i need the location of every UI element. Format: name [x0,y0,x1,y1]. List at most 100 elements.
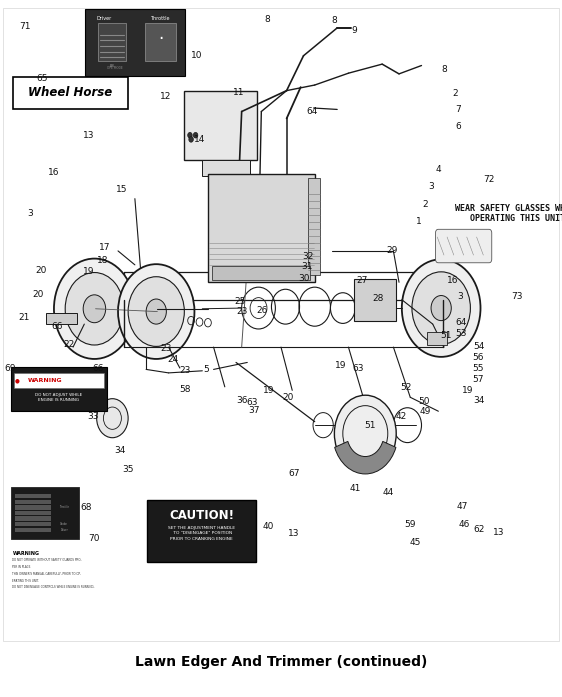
Text: LB: LB [110,63,115,68]
Text: 35: 35 [123,465,134,473]
Text: 64: 64 [306,107,318,116]
Text: 13: 13 [288,530,300,538]
Bar [15,528,51,532]
Text: WARNING: WARNING [28,378,62,383]
Text: 34: 34 [115,446,126,454]
Circle shape [193,132,198,138]
Text: 6: 6 [455,123,461,131]
Circle shape [54,259,135,359]
Circle shape [146,299,166,324]
FancyBboxPatch shape [11,487,79,539]
Text: 42: 42 [396,412,407,420]
Bar [15,505,51,510]
Text: 31: 31 [301,263,312,271]
Text: 55: 55 [472,364,483,372]
FancyBboxPatch shape [147,500,256,562]
Text: 52: 52 [401,383,412,392]
Text: DO NOT OPERATE WITHOUT SAFETY GUARDS PRO-: DO NOT OPERATE WITHOUT SAFETY GUARDS PRO… [12,558,82,562]
Text: Driver: Driver [96,15,112,21]
Text: 2: 2 [452,89,458,98]
Bar [145,23,176,61]
Text: 22: 22 [63,340,74,348]
Text: 4: 4 [436,165,441,174]
Text: 50: 50 [418,397,429,406]
Text: 13: 13 [83,131,94,139]
Text: 19: 19 [83,268,94,276]
Text: 30: 30 [298,275,310,283]
Text: 15: 15 [116,185,127,194]
Text: 69: 69 [4,364,16,372]
Text: 54: 54 [473,342,484,351]
Text: Throttle: Throttle [151,15,170,21]
Text: 3: 3 [457,293,463,301]
Text: 8: 8 [332,16,337,24]
Bar [308,178,320,275]
Text: WEAR SAFETY GLASSES WHEN
   OPERATING THIS UNIT: WEAR SAFETY GLASSES WHEN OPERATING THIS … [455,204,562,223]
Bar [427,332,447,345]
Circle shape [189,137,193,142]
Circle shape [431,296,451,321]
Text: WARNING: WARNING [12,551,39,556]
Text: 53: 53 [455,329,466,337]
Circle shape [118,264,194,359]
Bar [208,174,315,282]
Text: 62: 62 [473,525,484,533]
Text: 3: 3 [429,183,434,191]
Text: 1: 1 [416,217,422,226]
Text: 66: 66 [52,322,63,330]
Bar [354,279,396,321]
Text: 14: 14 [194,135,206,144]
Text: 12: 12 [160,92,171,100]
Text: CAUTION!: CAUTION! [169,509,234,521]
Text: 72: 72 [483,176,495,184]
Text: 19: 19 [263,386,274,395]
Text: 37: 37 [248,406,260,415]
Bar [15,516,51,521]
Bar [212,266,310,280]
Text: 71: 71 [20,22,31,31]
Text: 23: 23 [180,367,191,375]
Circle shape [97,399,128,438]
Text: 16: 16 [48,169,59,177]
Text: 33: 33 [88,412,99,420]
Text: 49: 49 [420,408,431,416]
Text: ●: ● [15,378,20,383]
Bar [15,500,51,504]
Text: 51: 51 [364,422,375,430]
Text: PER IN PLACE.: PER IN PLACE. [12,565,31,569]
Bar [184,91,257,160]
Bar [15,511,51,515]
Text: 3: 3 [28,209,33,217]
Text: 70: 70 [89,534,100,542]
Text: DO NOT ADJUST WHILE
ENGINE IS RUNNING: DO NOT ADJUST WHILE ENGINE IS RUNNING [35,393,83,401]
Text: 73: 73 [511,292,523,300]
Text: 41: 41 [350,484,361,493]
Text: Driver: Driver [60,528,68,532]
Text: DO NOT DISENGAGE CONTROLS WHILE ENGINE IS RUNNING.: DO NOT DISENGAGE CONTROLS WHILE ENGINE I… [12,585,95,590]
Text: ERATING THIS UNIT.: ERATING THIS UNIT. [12,579,39,583]
Text: 19: 19 [462,386,473,395]
Text: 2: 2 [423,200,428,208]
Circle shape [188,132,192,138]
Bar [202,160,250,176]
Text: 28: 28 [373,294,384,302]
Text: 23: 23 [160,344,171,353]
Text: Lawn Edger And Trimmer (continued): Lawn Edger And Trimmer (continued) [135,655,427,669]
Text: 51: 51 [440,331,451,339]
Text: 67: 67 [289,470,300,478]
Text: 36: 36 [236,396,247,404]
Text: 27: 27 [357,276,368,284]
Bar [15,494,51,498]
Text: 8: 8 [264,15,270,24]
Text: 58: 58 [180,385,191,394]
Text: 20: 20 [282,393,293,401]
Text: 32: 32 [302,252,314,261]
Text: 20: 20 [33,291,44,299]
Text: 59: 59 [405,521,416,529]
Circle shape [412,272,470,344]
Text: 65: 65 [37,74,48,82]
Text: 46: 46 [459,521,470,529]
Text: 34: 34 [473,396,484,404]
Text: 66: 66 [92,364,103,372]
Text: 9: 9 [351,26,357,35]
